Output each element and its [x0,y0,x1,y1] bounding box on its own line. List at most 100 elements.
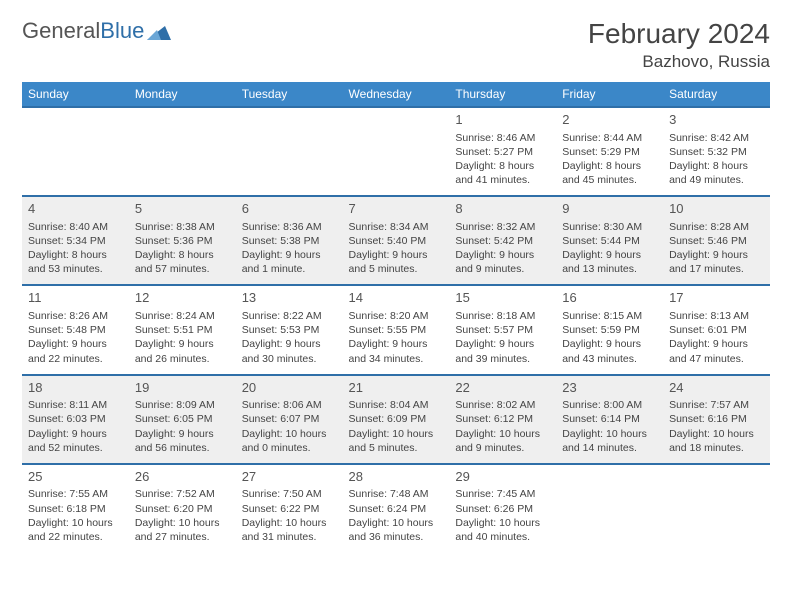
daylight-text: Daylight: 9 hours and 47 minutes. [669,337,764,365]
sunset-text: Sunset: 5:59 PM [562,323,657,337]
calendar-day-cell: 12 Sunrise: 8:24 AMSunset: 5:51 PMDayligh… [129,285,236,374]
sunset-text: Sunset: 5:51 PM [135,323,230,337]
daylight-text: Daylight: 10 hours and 18 minutes. [669,427,764,455]
calendar-day-cell: 18Sunrise: 8:11 AMSunset: 6:03 PMDayligh… [22,375,129,464]
calendar-day-cell: 29Sunrise: 7:45 AMSunset: 6:26 PMDayligh… [449,464,556,552]
sunset-text: Sunset: 5:29 PM [562,145,657,159]
sunrise-text: Sunrise: 8:38 AM [135,220,230,234]
day-number: 12 [135,289,230,307]
title-block: February 2024 Bazhovo, Russia [588,18,770,72]
sunset-text: Sunset: 5:57 PM [455,323,550,337]
day-number: 4 [28,200,123,218]
sunrise-text: Sunrise: 8:18 AM [455,309,550,323]
sunset-text: Sunset: 5:46 PM [669,234,764,248]
day-number: 26 [135,468,230,486]
calendar-day-cell [22,107,129,196]
calendar-day-cell: 11Sunrise: 8:26 AMSunset: 5:48 PMDayligh… [22,285,129,374]
calendar-day-cell: 1Sunrise: 8:46 AMSunset: 5:27 PMDaylight… [449,107,556,196]
sunrise-text: Sunrise: 8:28 AM [669,220,764,234]
day-number: 1 [455,111,550,129]
sunrise-text: Sunrise: 8:06 AM [242,398,337,412]
logo: GeneralBlue [22,18,171,44]
sunrise-text: Sunrise: 8:02 AM [455,398,550,412]
sunset-text: Sunset: 5:36 PM [135,234,230,248]
calendar-day-cell: 20Sunrise: 8:06 AMSunset: 6:07 PMDayligh… [236,375,343,464]
daylight-text: Daylight: 10 hours and 22 minutes. [28,516,123,544]
day-number: 23 [562,379,657,397]
calendar-day-cell: 6Sunrise: 8:36 AMSunset: 5:38 PMDaylight… [236,196,343,285]
calendar-week-row: 18Sunrise: 8:11 AMSunset: 6:03 PMDayligh… [22,375,770,464]
calendar-day-cell: 7Sunrise: 8:34 AMSunset: 5:40 PMDaylight… [343,196,450,285]
sunrise-text: Sunrise: 8:11 AM [28,398,123,412]
day-number: 15 [455,289,550,307]
daylight-text: Daylight: 9 hours and 52 minutes. [28,427,123,455]
daylight-text: Daylight: 10 hours and 31 minutes. [242,516,337,544]
weekday-header: Wednesday [343,82,450,107]
header: GeneralBlue February 2024 Bazhovo, Russi… [22,18,770,72]
weekday-header: Monday [129,82,236,107]
day-number: 27 [242,468,337,486]
sunrise-text: Sunrise: 8:40 AM [28,220,123,234]
day-number: 14 [349,289,444,307]
sunset-text: Sunset: 6:12 PM [455,412,550,426]
day-number: 18 [28,379,123,397]
calendar-day-cell: 3Sunrise: 8:42 AMSunset: 5:32 PMDaylight… [663,107,770,196]
day-number: 3 [669,111,764,129]
sunrise-text: Sunrise: 8:24 AM [135,309,230,323]
day-number: 2 [562,111,657,129]
calendar-week-row: 25Sunrise: 7:55 AMSunset: 6:18 PMDayligh… [22,464,770,552]
weekday-header: Sunday [22,82,129,107]
calendar-day-cell [129,107,236,196]
daylight-text: Daylight: 9 hours and 22 minutes. [28,337,123,365]
daylight-text: Daylight: 9 hours and 26 minutes. [135,337,230,365]
sunset-text: Sunset: 6:07 PM [242,412,337,426]
sunset-text: Sunset: 6:22 PM [242,502,337,516]
sunset-text: Sunset: 5:53 PM [242,323,337,337]
day-number: 19 [135,379,230,397]
sunrise-text: Sunrise: 8:15 AM [562,309,657,323]
sunrise-text: Sunrise: 8:13 AM [669,309,764,323]
calendar-week-row: 11Sunrise: 8:26 AMSunset: 5:48 PMDayligh… [22,285,770,374]
calendar-day-cell: 26Sunrise: 7:52 AMSunset: 6:20 PMDayligh… [129,464,236,552]
calendar-week-row: 4Sunrise: 8:40 AMSunset: 5:34 PMDaylight… [22,196,770,285]
sunset-text: Sunset: 5:55 PM [349,323,444,337]
sunset-text: Sunset: 5:44 PM [562,234,657,248]
daylight-text: Daylight: 10 hours and 40 minutes. [455,516,550,544]
calendar-day-cell: 19Sunrise: 8:09 AMSunset: 6:05 PMDayligh… [129,375,236,464]
calendar-day-cell: 14Sunrise: 8:20 AMSunset: 5:55 PMDayligh… [343,285,450,374]
sunrise-text: Sunrise: 7:50 AM [242,487,337,501]
daylight-text: Daylight: 10 hours and 5 minutes. [349,427,444,455]
weekday-header: Friday [556,82,663,107]
sunrise-text: Sunrise: 7:48 AM [349,487,444,501]
daylight-text: Daylight: 9 hours and 34 minutes. [349,337,444,365]
calendar-day-cell [343,107,450,196]
sunrise-text: Sunrise: 8:44 AM [562,131,657,145]
day-number: 17 [669,289,764,307]
calendar-body: 1Sunrise: 8:46 AMSunset: 5:27 PMDaylight… [22,107,770,552]
calendar-day-cell [663,464,770,552]
daylight-text: Daylight: 8 hours and 57 minutes. [135,248,230,276]
brand-part2: Blue [100,18,144,44]
day-number: 29 [455,468,550,486]
daylight-text: Daylight: 10 hours and 9 minutes. [455,427,550,455]
sunset-text: Sunset: 5:40 PM [349,234,444,248]
brand-part1: General [22,18,100,44]
weekday-header: Saturday [663,82,770,107]
sunset-text: Sunset: 6:18 PM [28,502,123,516]
day-number: 6 [242,200,337,218]
day-number: 11 [28,289,123,307]
daylight-text: Daylight: 9 hours and 9 minutes. [455,248,550,276]
sunrise-text: Sunrise: 8:36 AM [242,220,337,234]
sunrise-text: Sunrise: 8:09 AM [135,398,230,412]
sunset-text: Sunset: 5:48 PM [28,323,123,337]
daylight-text: Daylight: 8 hours and 41 minutes. [455,159,550,187]
sunrise-text: Sunrise: 7:52 AM [135,487,230,501]
weekday-header: Tuesday [236,82,343,107]
sunset-text: Sunset: 6:05 PM [135,412,230,426]
day-number: 21 [349,379,444,397]
day-number: 25 [28,468,123,486]
daylight-text: Daylight: 9 hours and 30 minutes. [242,337,337,365]
daylight-text: Daylight: 10 hours and 36 minutes. [349,516,444,544]
weekday-header: Thursday [449,82,556,107]
calendar-day-cell: 5Sunrise: 8:38 AMSunset: 5:36 PMDaylight… [129,196,236,285]
